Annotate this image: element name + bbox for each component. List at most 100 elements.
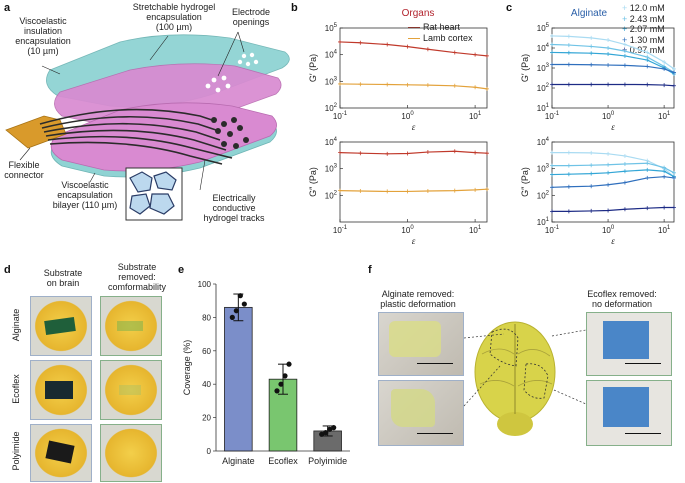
data-point — [589, 62, 594, 67]
x-axis-label: ε — [412, 236, 416, 246]
tick-label: 60 — [202, 347, 211, 356]
data-point — [662, 174, 667, 179]
series-line — [552, 162, 675, 174]
data-point — [672, 70, 676, 75]
series-line — [551, 43, 675, 73]
legend-label: Lamb cortex — [423, 33, 473, 43]
data-point — [622, 161, 627, 166]
legend-label: 12.0 mM — [629, 3, 665, 13]
chart-b-bottom: 102 103 104 10-1 100 101 ε G″ (Pa) — [308, 137, 489, 246]
series-line — [551, 35, 675, 70]
alginate-photo-1 — [378, 312, 464, 376]
data-point — [662, 59, 667, 64]
data-point — [485, 187, 489, 192]
data-point — [622, 49, 627, 54]
y-axis-label: G′ (Pa) — [520, 54, 530, 82]
data-point — [606, 82, 611, 87]
legend-entry: + 1.30 mM — [622, 34, 665, 45]
data-point — [622, 169, 627, 174]
data-point — [589, 184, 594, 189]
data-point — [566, 184, 571, 189]
chart-e: 0 20 40 60 80 100 Coverage (%) Alginate Ecoflex P… — [182, 280, 350, 466]
data-point — [452, 188, 457, 193]
tick-label: 100 — [602, 111, 615, 121]
series-line — [339, 41, 488, 57]
data-point — [425, 189, 430, 194]
data-point — [282, 373, 288, 379]
data-point — [662, 66, 667, 71]
photo-alginate-on-brain — [30, 296, 92, 356]
data-point — [405, 82, 410, 87]
data-point — [645, 206, 650, 211]
data-point — [241, 301, 247, 307]
insulation-label: Viscoelastic insulation encapsulation (1… — [15, 16, 71, 56]
tick-label: 104 — [325, 137, 338, 147]
panel-f-label: f — [368, 264, 372, 276]
data-point — [606, 46, 611, 50]
data-point — [606, 170, 611, 175]
data-point — [566, 43, 571, 48]
tick-label: 100 — [401, 111, 414, 121]
plot-frame — [339, 141, 488, 223]
data-point — [566, 209, 571, 214]
photo-polyimide-removed — [100, 424, 162, 482]
data-point — [645, 58, 650, 63]
data-point — [385, 189, 390, 194]
col-on-brain-label: Substrate on brain — [43, 268, 83, 288]
data-point — [589, 82, 594, 87]
data-point — [645, 167, 650, 172]
data-point — [274, 388, 280, 394]
plot-frame — [339, 27, 488, 109]
data-point — [662, 205, 667, 210]
flexible-connector-label: Flexible connector — [4, 160, 44, 180]
ecoflex-photo-2 — [586, 380, 672, 446]
tick-label: 10-1 — [333, 225, 348, 235]
legend-label: 2.43 mM — [629, 13, 665, 24]
data-point — [452, 50, 457, 55]
tick-label: 101 — [537, 103, 550, 113]
tick-label: 103 — [537, 63, 550, 73]
y-axis-label: Coverage (%) — [182, 340, 192, 396]
data-point — [550, 185, 554, 190]
data-point — [672, 170, 676, 175]
tick-label: 102 — [325, 103, 338, 113]
opening-dot — [249, 52, 255, 58]
tracks-label: Electrically conductive hydrogel tracks — [203, 193, 265, 223]
tick-label: 100 — [401, 225, 414, 235]
data-point — [358, 40, 363, 45]
tick-label: 102 — [537, 190, 550, 200]
data-point — [550, 50, 554, 55]
opening-dot — [241, 53, 247, 59]
electrode-openings-label: Electrode openings — [231, 7, 271, 27]
data-point — [589, 163, 594, 168]
tick-label: 104 — [537, 137, 550, 147]
data-point — [672, 205, 676, 210]
col-removed-label: Substrate removed: comformability — [107, 262, 166, 292]
data-point — [331, 425, 337, 431]
data-point — [358, 151, 363, 156]
data-point — [589, 35, 594, 40]
data-point — [645, 82, 650, 87]
data-point — [473, 187, 478, 192]
data-point — [278, 381, 284, 387]
data-point — [358, 82, 363, 87]
tick-label: 104 — [325, 50, 338, 60]
row-polyimide-label: Polyimide — [11, 431, 21, 471]
category-label: Ecoflex — [268, 456, 298, 466]
plot-frame — [551, 141, 675, 223]
data-point — [550, 62, 554, 67]
data-point — [622, 63, 627, 68]
row-ecoflex-label: Ecoflex — [11, 374, 21, 404]
data-point — [672, 175, 676, 180]
legend-label: 0.97 mM — [629, 45, 665, 55]
data-point — [606, 182, 611, 187]
data-point — [566, 150, 571, 155]
data-point — [229, 314, 235, 320]
opening-dot — [225, 83, 231, 89]
photo-ecoflex-removed — [100, 360, 162, 420]
connector-shape — [5, 115, 67, 149]
data-point — [485, 86, 489, 91]
chart-b-top: 102 103 104 105 10-1 100 101 ε G′ (Pa) — [308, 23, 489, 132]
panel-c-legend: + 12.0 mM + 2.43 mM + 2.07 mM + 1.30 mM … — [622, 3, 665, 56]
tick-label: 105 — [537, 23, 550, 33]
